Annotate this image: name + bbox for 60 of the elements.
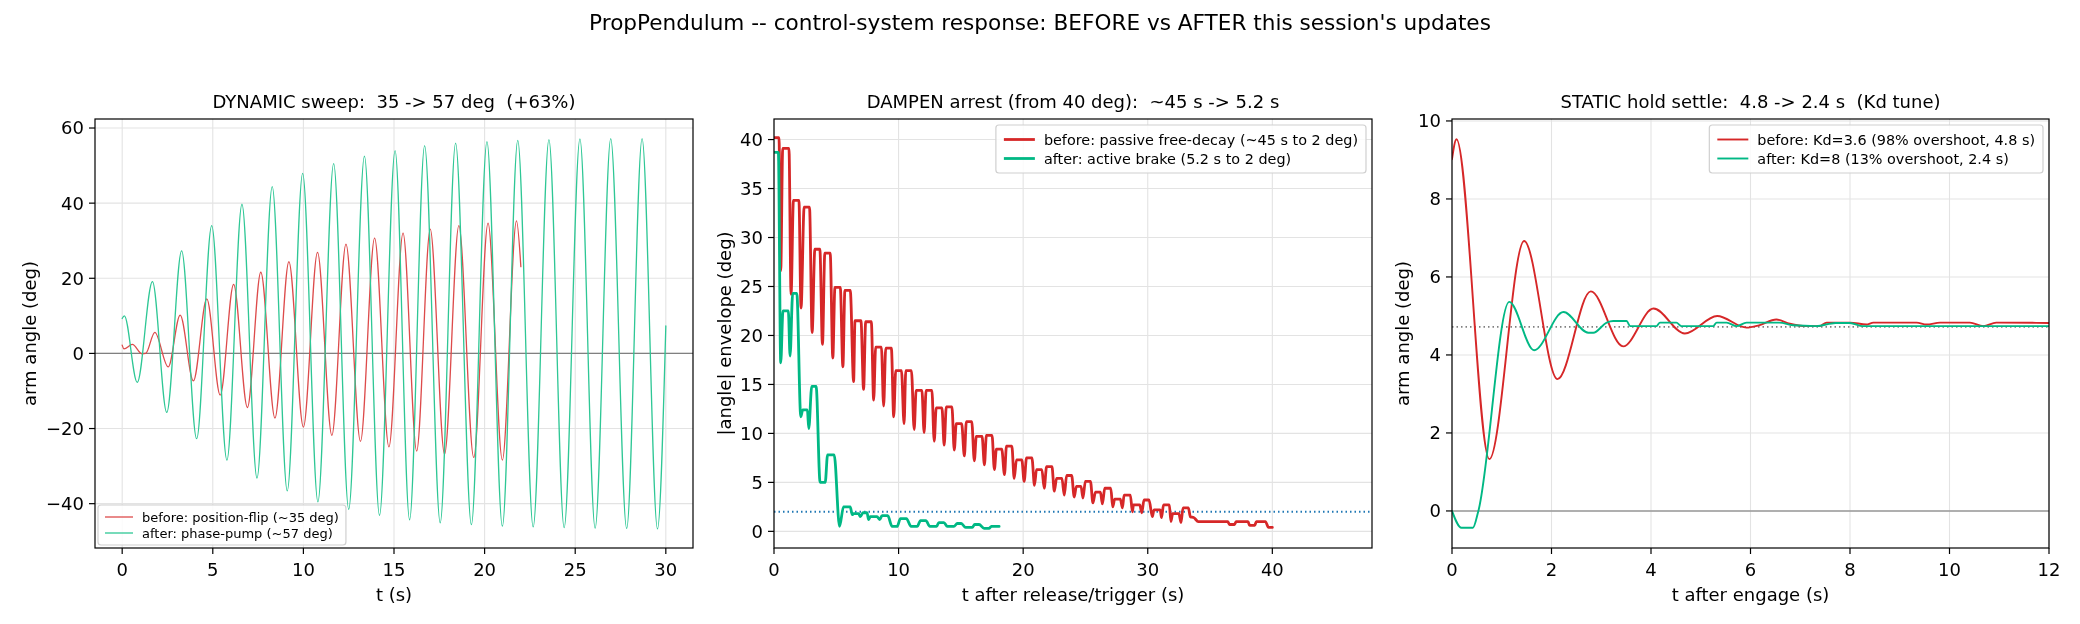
chart-title: DAMPEN arrest (from 40 deg): ~45 s -> 5.2 s: [866, 91, 1280, 112]
line-series: [121, 220, 522, 461]
x-axis-title: t after release/trigger (s): [961, 584, 1185, 605]
x-tick-label: 30: [654, 559, 678, 580]
y-tick-label: −20: [46, 418, 84, 440]
x-tick-label: 10: [291, 559, 315, 580]
chart-title: DYNAMIC sweep: 35 -> 57 deg (+63%): [212, 91, 576, 112]
legend-label: before: passive free-decay (~45 s to 2 deg): [1043, 131, 1358, 148]
legend-label: after: phase-pump (~57 deg): [142, 525, 333, 541]
x-tick-label: 4: [1645, 559, 1657, 580]
x-tick-label: 15: [382, 559, 406, 580]
y-tick-label: 20: [61, 267, 84, 289]
x-tick-label: 0: [116, 559, 128, 580]
x-tick-label: 8: [1844, 559, 1856, 580]
x-axis-title: t after engage (s): [1671, 584, 1830, 605]
legend-label: after: Kd=8 (13% overshoot, 2.4 s): [1757, 150, 2009, 167]
y-tick-label: 2: [1429, 422, 1441, 444]
y-tick-label: 40: [740, 129, 763, 151]
x-tick-label: 2: [1545, 559, 1558, 580]
y-tick-label: 4: [1429, 344, 1441, 366]
x-tick-label: 30: [1136, 559, 1160, 580]
y-tick-label: 35: [740, 178, 763, 200]
y-tick-label: 20: [740, 324, 763, 346]
y-axis-title: arm angle (deg): [19, 260, 41, 407]
legend-label: after: active brake (5.2 s to 2 deg): [1043, 150, 1292, 167]
line-series: [121, 137, 667, 530]
x-tick-label: 12: [2037, 559, 2061, 580]
y-tick-label: 30: [740, 226, 763, 248]
x-tick-label: 0: [768, 559, 780, 580]
y-tick-label: 0: [1429, 500, 1441, 522]
y-tick-label: 0: [72, 342, 84, 364]
line-series: [774, 150, 1001, 530]
x-axis-title: t (s): [375, 584, 413, 605]
line-series: [1452, 300, 2049, 529]
y-tick-label: 25: [740, 275, 763, 297]
y-axis-title: |angle| envelope (deg): [713, 231, 735, 436]
x-tick-label: 40: [1260, 559, 1284, 580]
y-tick-label: 5: [751, 471, 763, 493]
y-tick-label: 40: [61, 192, 84, 214]
y-tick-label: 8: [1429, 188, 1441, 210]
y-tick-label: 0: [751, 520, 763, 542]
x-tick-label: 5: [207, 559, 219, 580]
x-tick-label: 10: [1938, 559, 1961, 580]
y-tick-label: 60: [61, 117, 84, 139]
legend-label: before: Kd=3.6 (98% overshoot, 4.8 s): [1757, 131, 2036, 148]
y-tick-label: 15: [740, 373, 763, 395]
x-tick-label: 20: [1011, 559, 1035, 580]
y-tick-label: 10: [740, 422, 763, 444]
x-tick-label: 20: [473, 559, 497, 580]
y-axis-title: arm angle (deg): [1391, 260, 1413, 407]
x-tick-label: 25: [563, 559, 587, 580]
text: PropPendulum -- control-system response: BEFORE vs AFTER this session's updates: [589, 10, 1491, 35]
chart-title: STATIC hold settle: 4.8 -> 2.4 s (Kd tune): [1560, 91, 1941, 112]
y-tick-label: 10: [1418, 110, 1441, 132]
x-tick-label: 0: [1446, 559, 1458, 580]
x-tick-label: 10: [887, 559, 911, 580]
y-tick-label: −40: [46, 493, 84, 515]
y-tick-label: 6: [1429, 266, 1441, 288]
legend-label: before: position-flip (~35 deg): [142, 509, 339, 525]
x-tick-label: 6: [1744, 559, 1757, 580]
